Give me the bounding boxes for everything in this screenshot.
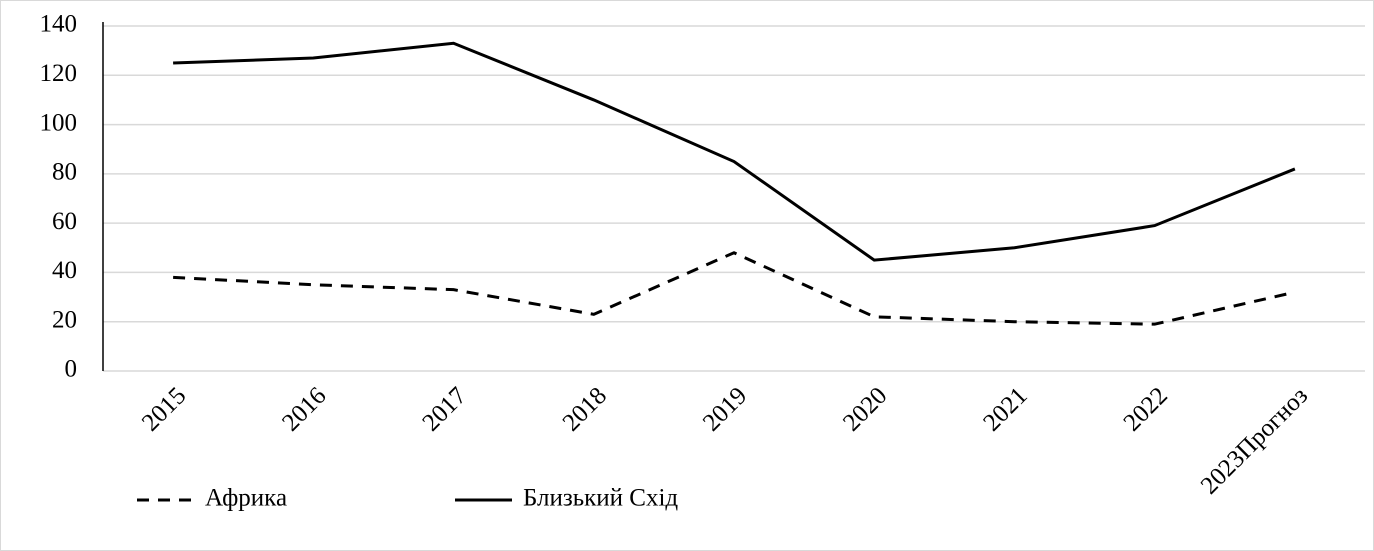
y-tick-label: 120 [40,60,78,87]
y-tick-label: 20 [52,306,77,333]
y-tick-label: 80 [52,159,77,186]
line-series [173,41,1296,262]
y-tick-label: 60 [52,208,77,235]
legend-label: Африка [205,485,287,512]
y-tick-label: 0 [65,356,78,383]
y-tick-label: 40 [52,257,77,284]
legend-label: Близький Схід [523,485,678,512]
y-tick-label: 140 [40,11,78,38]
y-tick-label: 100 [40,109,78,136]
line-series [173,251,1296,326]
